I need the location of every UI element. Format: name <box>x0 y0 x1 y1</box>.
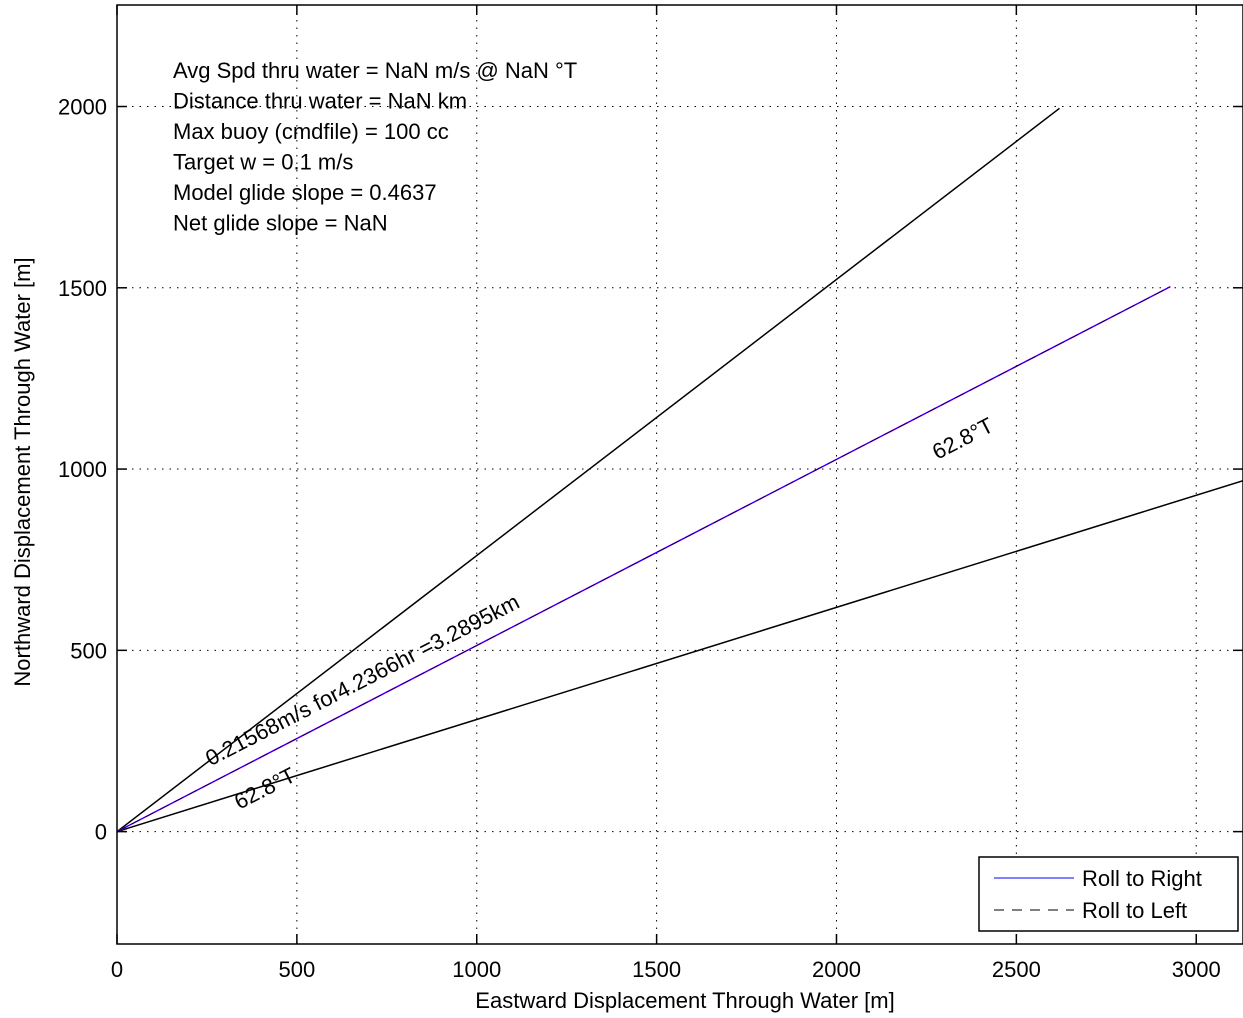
info-text-line: Target w = 0.1 m/s <box>173 150 353 175</box>
info-text-line: Distance thru water = NaN km <box>173 89 467 114</box>
x-tick-label: 0 <box>111 957 123 982</box>
y-axis-title: Northward Displacement Through Water [m] <box>10 257 35 686</box>
y-tick-label: 1500 <box>58 276 107 301</box>
x-axis-title: Eastward Displacement Through Water [m] <box>475 988 894 1013</box>
x-tick-label: 2500 <box>992 957 1041 982</box>
info-text-block: Avg Spd thru water = NaN m/s @ NaN °T Dis… <box>173 58 577 236</box>
x-tick-label: 3000 <box>1172 957 1221 982</box>
info-text-line: Net glide slope = NaN <box>173 211 388 236</box>
x-tick-label: 1500 <box>632 957 681 982</box>
y-tick-label: 2000 <box>58 95 107 120</box>
x-tick-label: 500 <box>279 957 316 982</box>
series-lines <box>116 107 1243 833</box>
x-tick-label: 2000 <box>812 957 861 982</box>
reference-line <box>116 107 1060 833</box>
reference-line <box>116 479 1243 833</box>
y-tick-label: 500 <box>70 638 107 663</box>
legend: Roll to Right Roll to Left <box>978 856 1239 932</box>
x-tick-label: 1000 <box>452 957 501 982</box>
info-text-line: Max buoy (cmdfile) = 100 cc <box>173 119 449 144</box>
legend-label: Roll to Left <box>1082 898 1187 923</box>
legend-box <box>978 856 1239 932</box>
info-text-line: Avg Spd thru water = NaN m/s @ NaN °T <box>173 58 577 83</box>
grid-lines <box>117 5 1243 944</box>
y-tick-label: 1000 <box>58 457 107 482</box>
axes-box <box>116 4 1243 945</box>
ticks: 0 500 1000 1500 2000 2500 3000 0 500 1000 1500 2000 <box>58 5 1243 982</box>
info-text-line: Model glide slope = 0.4637 <box>173 180 437 205</box>
series-line <box>116 286 1171 833</box>
y-tick-label: 0 <box>95 820 107 845</box>
legend-label: Roll to Right <box>1082 866 1202 891</box>
